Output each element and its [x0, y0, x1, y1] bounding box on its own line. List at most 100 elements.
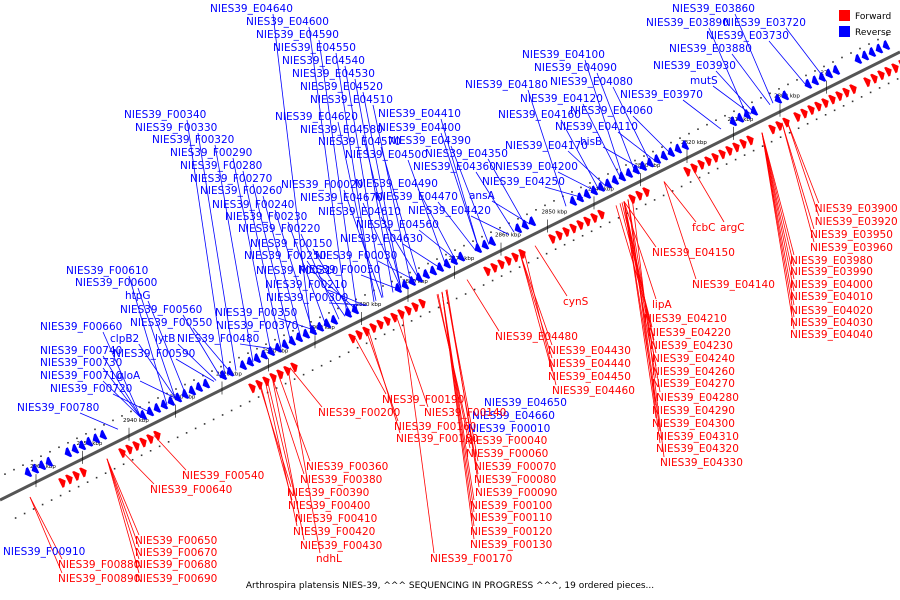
axis-dot: [499, 226, 501, 229]
reverse-leader-line: [337, 121, 377, 301]
forward-gene-label: NIES39_F00060: [466, 448, 548, 460]
forward-gene-label: NIES39_E04300: [652, 418, 735, 430]
axis-dot: [554, 248, 557, 251]
reverse-gene: [450, 255, 459, 265]
axis-dot: [41, 503, 44, 506]
axis-dot: [490, 231, 492, 234]
forward-leader-line: [401, 311, 435, 554]
reverse-gene-label: NIES39_E04420: [408, 205, 491, 217]
forward-gene-label: NIES39_E04210: [644, 313, 727, 325]
axis-dot: [707, 172, 710, 174]
forward-gene-label: NIES39_E04030: [790, 317, 873, 329]
axis-dot: [797, 127, 800, 130]
forward-leader-line: [761, 132, 795, 256]
axis-dot: [617, 217, 620, 219]
reverse-leader-line: [287, 221, 327, 326]
axis-dot: [724, 114, 726, 117]
axis-dot: [337, 307, 339, 310]
forward-leader-line: [663, 181, 697, 280]
forward-gene: [72, 471, 80, 481]
reverse-gene: [288, 335, 297, 346]
reverse-leader-line: [79, 412, 119, 430]
reverse-gene-label: NIES39_F00720: [50, 383, 132, 395]
forward-gene-label: NIES39_F00170: [430, 553, 512, 565]
reverse-gene-label: NIES39_E04410: [378, 108, 461, 120]
reverse-leader-line: [262, 195, 302, 339]
axis-dot: [688, 132, 690, 135]
axis-dot: [644, 203, 647, 206]
reverse-leader-line: [544, 186, 584, 199]
reverse-leader-line: [475, 171, 515, 233]
forward-gene-label: NIES39_F00420: [293, 526, 375, 538]
axis-dot: [580, 186, 582, 189]
reverse-gene-label: NIES39_E04590: [256, 29, 339, 41]
forward-gene-label: argC: [720, 222, 745, 234]
reverse-leader-line: [768, 40, 808, 87]
forward-leader-line: [289, 367, 323, 408]
reverse-gene: [202, 378, 211, 389]
axis-dot: [50, 499, 53, 501]
axis-dot: [473, 288, 476, 291]
forward-gene: [569, 223, 577, 234]
reverse-gene-label: mutS: [690, 75, 718, 87]
tick-label: 2910 kbp: [263, 348, 289, 354]
forward-gene-label: NIES39_F00690: [135, 573, 217, 585]
axis-dot: [518, 266, 521, 268]
axis-dot: [68, 490, 71, 492]
reverse-gene: [861, 50, 870, 61]
forward-gene: [490, 262, 498, 273]
reverse-leader-line: [175, 358, 215, 382]
reverse-gene: [868, 47, 877, 57]
reverse-gene: [99, 429, 108, 440]
reverse-gene-label: NIES39_F00300: [266, 292, 348, 304]
forward-gene-label: NIES39_F00070: [474, 461, 556, 473]
reverse-gene-label: NIES39_F00290: [170, 147, 252, 159]
reverse-leader-line: [318, 39, 358, 311]
forward-gene-label: NIES39_E04480: [495, 331, 578, 343]
reverse-gene-label: hisB: [580, 136, 602, 148]
axis-dot: [193, 379, 195, 381]
forward-gene: [58, 477, 66, 488]
forward-gene-label: NIES39_F00040: [465, 435, 547, 447]
reverse-leader-line: [380, 146, 420, 280]
reverse-gene-label: ansA: [469, 190, 496, 202]
reverse-leader-line: [417, 188, 457, 262]
reverse-gene: [246, 356, 255, 367]
forward-leader-line: [266, 379, 300, 514]
reverse-gene: [611, 174, 620, 185]
forward-gene: [355, 330, 363, 340]
forward-gene: [418, 298, 426, 309]
forward-gene-label: NIES39_E04270: [652, 378, 735, 390]
forward-gene-label: NIES39_F00100: [470, 500, 552, 512]
reverse-gene-label: NIES39_E04250: [482, 176, 565, 188]
reverse-leader-line: [252, 183, 292, 344]
forward-gene-label: NIES39_F00200: [318, 407, 400, 419]
reverse-gene: [274, 342, 283, 353]
forward-leader-line: [271, 376, 305, 541]
axis-dot: [113, 467, 116, 470]
forward-leader-line: [153, 435, 187, 471]
forward-gene: [590, 213, 598, 224]
reverse-gene-label: NIES39_E04060: [570, 105, 653, 117]
forward-gene-label: NIES39_E04430: [548, 345, 631, 357]
axis-dot: [697, 128, 699, 130]
forward-gene-label: NIES39_E03950: [810, 229, 893, 241]
reverse-gene-label: NIES39_F00370: [216, 320, 298, 332]
axis-dot: [31, 459, 33, 462]
reverse-leader-line: [584, 59, 624, 179]
reverse-gene-label: NIES39_E04160: [498, 109, 581, 121]
forward-gene: [290, 362, 298, 373]
forward-gene-label: NIES39_F00360: [306, 461, 388, 473]
reverse-gene-label: NIES39_E04660: [472, 410, 555, 422]
reverse-gene: [401, 279, 410, 290]
reverse-gene: [481, 239, 490, 250]
reverse-gene-label: NIES39_E04630: [340, 233, 423, 245]
reverse-leader-line: [147, 300, 187, 396]
axis-dot: [22, 464, 24, 466]
reverse-leader-line: [360, 274, 400, 290]
reverse-leader-line: [602, 146, 642, 170]
axis-dot: [427, 262, 429, 265]
forward-gene-label: NIES39_E04010: [790, 291, 873, 303]
forward-leader-line: [761, 132, 795, 267]
axis-dot: [130, 410, 132, 413]
